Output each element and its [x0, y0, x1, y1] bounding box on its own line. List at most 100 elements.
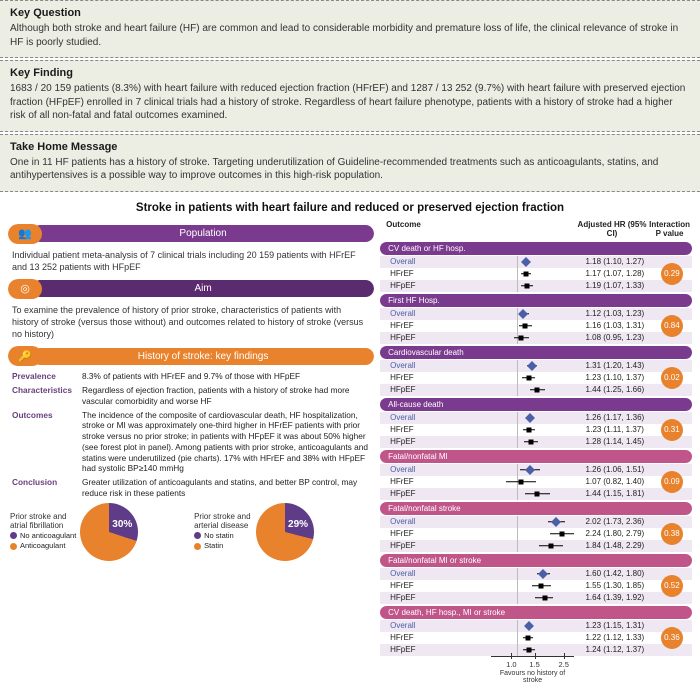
forest-row-hr: 1.55 (1.30, 1.85)	[578, 581, 652, 590]
forest-category: Fatal/nonfatal MI or stroke	[380, 554, 692, 567]
forest-row-label: HFpEF	[380, 281, 497, 290]
kf-key: Prevalence	[12, 371, 76, 382]
population-pill-label: Population	[32, 225, 374, 242]
forest-row-hr: 1.44 (1.15, 1.81)	[578, 489, 652, 498]
forest-row-hr: 1.16 (1.03, 1.31)	[578, 321, 652, 330]
kf-key: Characteristics	[12, 385, 76, 407]
pie-chart: 29%	[256, 503, 314, 561]
forest-row: HFpEF1.84 (1.48, 2.29)	[380, 540, 692, 552]
take-home-section: Take Home Message One in 11 HF patients …	[0, 134, 700, 192]
forest-row-hr: 1.12 (1.03, 1.23)	[578, 309, 652, 318]
forest-row-plot	[497, 620, 578, 632]
forest-row-plot	[497, 476, 578, 488]
forest-row-label: HFpEF	[380, 385, 497, 394]
forest-row-plot	[497, 540, 578, 552]
forest-row-label: HFrEF	[380, 529, 497, 538]
forest-row-label: HFrEF	[380, 633, 497, 642]
forest-row-hr: 1.18 (1.10, 1.27)	[578, 257, 652, 266]
forest-row-pvalue: 0.84	[652, 315, 692, 337]
kf-value: Greater utilization of anticoagulants an…	[82, 477, 370, 499]
forest-row-label: Overall	[380, 465, 497, 474]
kf-value: The incidence of the composite of cardio…	[82, 410, 370, 475]
forest-row: HFrEF2.24 (1.80, 2.79)0.38	[380, 528, 692, 540]
forest-row-hr: 1.64 (1.39, 1.92)	[578, 593, 652, 602]
fp-head-outcome: Outcome	[382, 220, 494, 238]
forest-row-pvalue: 0.38	[652, 523, 692, 545]
forest-row-plot	[497, 320, 578, 332]
forest-row-label: HFrEF	[380, 581, 497, 590]
forest-category: All-cause death	[380, 398, 692, 411]
forest-row-hr: 2.24 (1.80, 2.79)	[578, 529, 652, 538]
forest-row: Overall 1.23 (1.15, 1.31)	[380, 620, 692, 632]
fp-head-pval: Interaction P value	[649, 220, 690, 238]
forest-row-hr: 1.28 (1.14, 1.45)	[578, 437, 652, 446]
axis-tick-label: 1.0	[506, 660, 516, 669]
forest-row-label: HFrEF	[380, 373, 497, 382]
forest-body: CV death or HF hosp. Overall 1.18 (1.10, 1…	[380, 242, 692, 656]
forest-row-plot	[497, 592, 578, 604]
forest-row-hr: 1.84 (1.48, 2.29)	[578, 541, 652, 550]
key-finding-body: 1683 / 20 159 patients (8.3%) with heart…	[10, 82, 690, 123]
forest-row-plot	[497, 332, 578, 344]
pie-charts-row: Prior stroke and atrial fibrillationNo a…	[8, 501, 374, 561]
forest-row: HFrEF1.23 (1.10, 1.37)0.02	[380, 372, 692, 384]
forest-row-label: Overall	[380, 309, 497, 318]
forest-row-hr: 2.02 (1.73, 2.36)	[578, 517, 652, 526]
forest-category: CV death or HF hosp.	[380, 242, 692, 255]
forest-row: Overall1.60 (1.42, 1.80)	[380, 568, 692, 580]
forest-row-hr: 1.23 (1.15, 1.31)	[578, 621, 652, 630]
forest-row: HFrEF1.23 (1.11, 1.37)0.31	[380, 424, 692, 436]
key-finding-title: Key Finding	[10, 67, 690, 79]
forest-row-plot	[497, 436, 578, 448]
forest-row-label: HFrEF	[380, 321, 497, 330]
forest-row-plot	[497, 528, 578, 540]
forest-row-plot	[497, 360, 578, 372]
pie-percent: 30%	[112, 519, 132, 530]
pie-caption: Prior stroke and atrial fibrillation	[10, 512, 68, 531]
forest-row-plot	[497, 632, 578, 644]
fp-head-hr: Adjusted HR (95% CI)	[575, 220, 649, 238]
kf-key: Conclusion	[12, 477, 76, 499]
forest-row: Overall 1.12 (1.03, 1.23)	[380, 308, 692, 320]
forest-row-hr: 1.26 (1.17, 1.36)	[578, 413, 652, 422]
forest-row: HFrEF1.17 (1.07, 1.28)0.29	[380, 268, 692, 280]
forest-row-hr: 1.08 (0.95, 1.23)	[578, 333, 652, 342]
kf-value: 8.3% of patients with HFrEF and 9.7% of …	[82, 371, 370, 382]
forest-row: HFrEF1.07 (0.82, 1.40)0.09	[380, 476, 692, 488]
forest-row-pvalue: 0.52	[652, 575, 692, 597]
forest-axis-caption: Favours no history of stroke	[491, 670, 574, 684]
forest-row-plot	[497, 384, 578, 396]
population-pill: 👥 Population	[8, 224, 374, 244]
forest-row: HFrEF1.22 (1.12, 1.33)0.36	[380, 632, 692, 644]
forest-row: HFpEF1.24 (1.12, 1.37)	[380, 644, 692, 656]
aim-pill: ◎ Aim	[8, 279, 374, 299]
forest-row-label: HFpEF	[380, 489, 497, 498]
forest-category: Fatal/nonfatal stroke	[380, 502, 692, 515]
people-icon: 👥	[8, 224, 42, 244]
forest-row-hr: 1.26 (1.06, 1.51)	[578, 465, 652, 474]
forest-row-label: HFpEF	[380, 333, 497, 342]
forest-row-hr: 1.44 (1.25, 1.66)	[578, 385, 652, 394]
forest-category: Fatal/nonfatal MI	[380, 450, 692, 463]
keyfindings-pill-label: History of stroke: key findings	[32, 348, 374, 365]
pie-caption: Prior stroke and arterial disease	[194, 512, 252, 531]
left-column: 👥 Population Individual patient meta-ana…	[8, 220, 374, 680]
forest-row: HFpEF1.64 (1.39, 1.92)	[380, 592, 692, 604]
pie-chart: 30%	[80, 503, 138, 561]
forest-row-hr: 1.24 (1.12, 1.37)	[578, 645, 652, 654]
forest-row-label: Overall	[380, 621, 497, 630]
forest-row-pvalue: 0.29	[652, 263, 692, 285]
forest-row-plot	[497, 280, 578, 292]
key-question-body: Although both stroke and heart failure (…	[10, 22, 690, 49]
forest-row-hr: 1.60 (1.42, 1.80)	[578, 569, 652, 578]
forest-row-hr: 1.19 (1.07, 1.33)	[578, 281, 652, 290]
main-title: Stroke in patients with heart failure an…	[0, 192, 700, 220]
forest-row: HFpEF 1.19 (1.07, 1.33)	[380, 280, 692, 292]
aim-text: To examine the prevalence of history of …	[8, 302, 374, 342]
forest-row-plot	[497, 308, 578, 320]
forest-plot-panel: Outcome Adjusted HR (95% CI) Interaction…	[380, 220, 692, 680]
forest-row: HFrEF1.55 (1.30, 1.85)0.52	[380, 580, 692, 592]
forest-row: Overall 1.26 (1.06, 1.51)	[380, 464, 692, 476]
forest-row-label: HFrEF	[380, 425, 497, 434]
forest-row-hr: 1.23 (1.11, 1.37)	[578, 425, 652, 434]
